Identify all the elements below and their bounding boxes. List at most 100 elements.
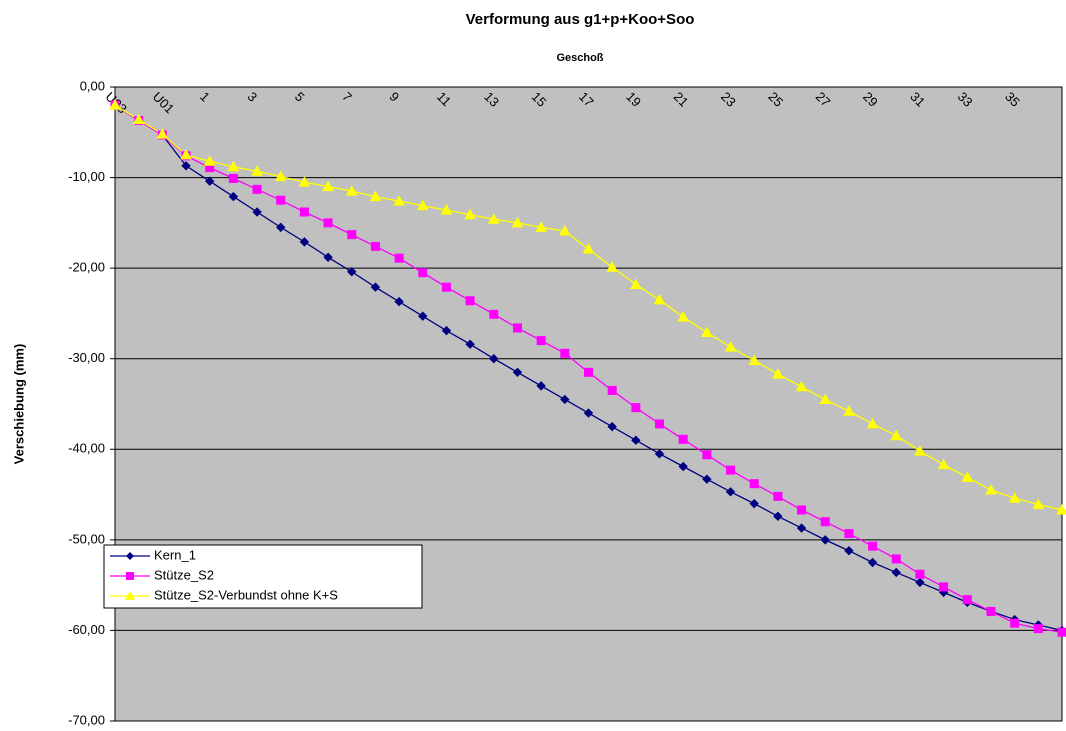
marker	[132, 113, 145, 125]
marker	[631, 403, 641, 413]
marker	[203, 155, 216, 166]
marker	[820, 517, 830, 527]
marker	[1057, 627, 1066, 637]
marker	[773, 491, 783, 501]
marker	[866, 417, 879, 429]
marker	[181, 161, 191, 171]
marker	[347, 267, 357, 277]
marker	[323, 252, 333, 262]
marker	[677, 311, 690, 322]
marker	[394, 253, 404, 263]
marker	[487, 213, 500, 224]
legend-marker	[125, 591, 135, 600]
marker	[1008, 492, 1021, 503]
marker	[844, 546, 854, 556]
marker	[489, 309, 499, 319]
marker	[939, 582, 949, 592]
y-tick-label: -10,00	[68, 169, 105, 184]
marker	[749, 498, 759, 509]
marker	[560, 348, 570, 358]
marker	[512, 323, 522, 333]
marker	[440, 204, 453, 215]
marker	[489, 354, 499, 364]
marker	[204, 176, 215, 186]
marker	[867, 557, 878, 568]
marker	[228, 191, 239, 202]
marker	[985, 484, 997, 495]
marker	[180, 148, 192, 160]
marker	[678, 461, 688, 472]
legend-label: Stütze_S2	[154, 567, 214, 582]
marker	[416, 199, 429, 211]
chart-subtitle: Geschoß	[556, 52, 603, 64]
marker	[347, 230, 357, 240]
marker	[560, 394, 570, 405]
marker	[868, 541, 878, 551]
marker	[796, 523, 807, 533]
marker	[748, 354, 761, 366]
marker	[726, 465, 736, 475]
marker	[511, 216, 524, 228]
marker	[961, 471, 974, 482]
marker	[418, 311, 428, 321]
marker	[582, 243, 595, 254]
marker	[536, 336, 546, 346]
marker	[299, 237, 310, 247]
marker	[607, 421, 617, 432]
chart-title: Verformung aus g1+p+Koo+Soo	[466, 11, 695, 28]
y-tick-label: -50,00	[68, 531, 105, 546]
marker	[795, 380, 808, 392]
marker	[298, 176, 311, 187]
marker	[844, 529, 854, 539]
marker	[631, 435, 641, 445]
marker	[252, 207, 262, 217]
marker	[109, 99, 121, 110]
marker	[369, 190, 382, 202]
marker	[323, 218, 333, 228]
marker	[276, 195, 286, 205]
marker	[891, 567, 901, 578]
marker	[937, 458, 950, 470]
marker	[584, 367, 593, 377]
marker	[749, 479, 759, 489]
marker	[464, 208, 476, 220]
marker	[156, 128, 169, 139]
marker	[322, 180, 334, 192]
marker	[535, 221, 547, 232]
marker	[630, 278, 642, 289]
marker	[772, 368, 784, 379]
marker	[228, 173, 238, 183]
marker	[606, 261, 619, 272]
marker	[583, 408, 594, 418]
marker	[370, 282, 381, 292]
marker	[702, 450, 712, 460]
y-tick-label: -40,00	[68, 441, 105, 456]
marker	[393, 195, 405, 206]
marker	[986, 606, 996, 616]
marker	[607, 385, 617, 395]
legend-marker	[126, 552, 134, 560]
y-tick-label: -60,00	[68, 622, 105, 637]
marker	[891, 554, 901, 564]
marker	[370, 241, 380, 251]
marker	[536, 381, 546, 391]
marker	[1010, 618, 1020, 628]
legend-marker	[126, 572, 134, 580]
marker	[441, 325, 452, 336]
marker	[843, 405, 855, 416]
marker	[441, 282, 451, 292]
y-tick-label: 0,00	[80, 78, 105, 93]
legend-label: Stütze_S2-Verbundst ohne K+S	[154, 587, 338, 602]
y-tick-label: -20,00	[68, 260, 105, 275]
marker	[1056, 503, 1066, 515]
marker	[773, 511, 783, 522]
marker	[274, 170, 287, 182]
marker	[252, 184, 262, 194]
legend-label: Kern_1	[154, 547, 196, 562]
marker	[654, 449, 665, 459]
marker	[820, 535, 830, 545]
marker	[655, 419, 665, 429]
marker	[890, 429, 903, 441]
marker	[1033, 624, 1043, 634]
